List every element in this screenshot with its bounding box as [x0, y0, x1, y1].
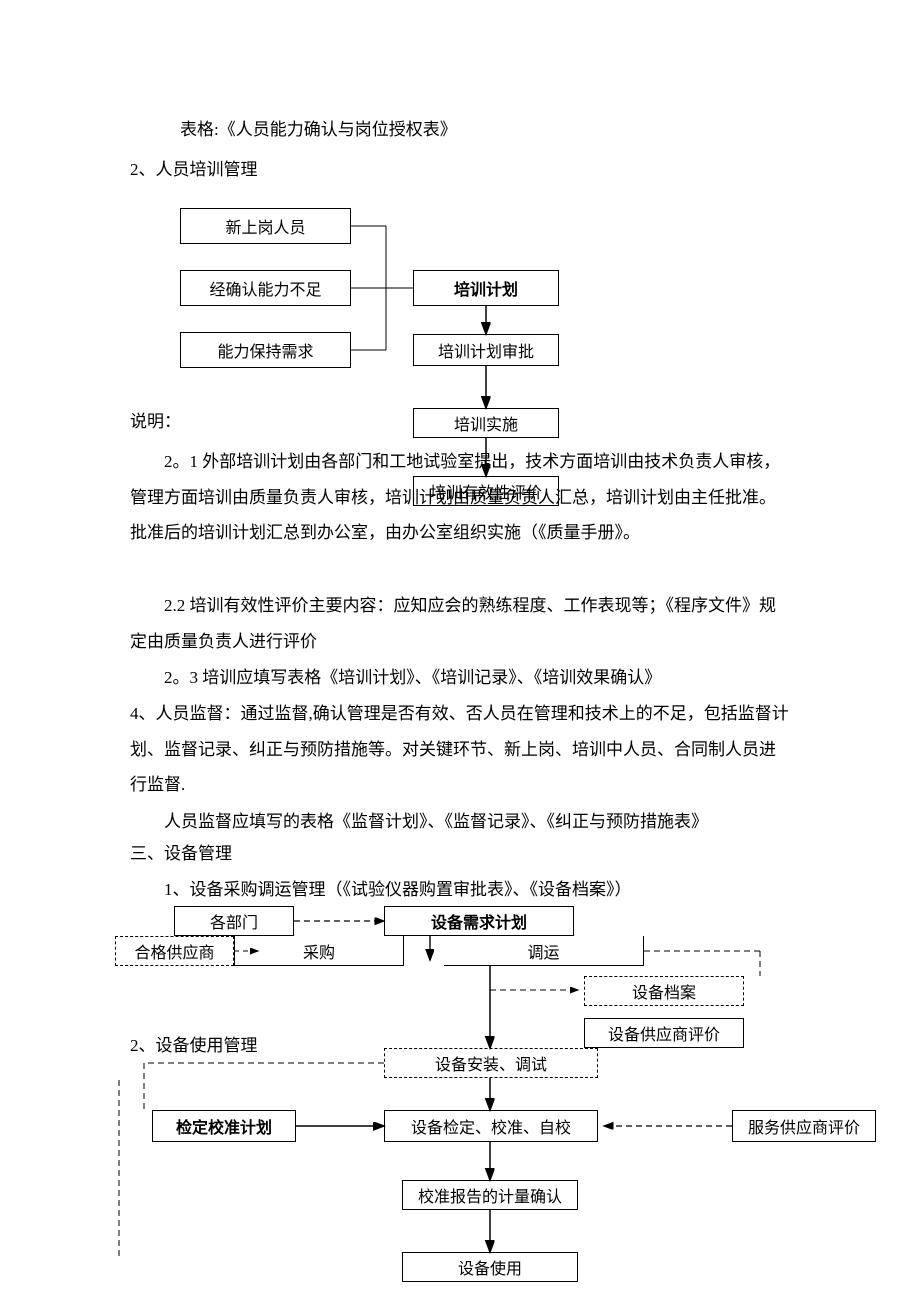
flow2-node-transport: 调运	[444, 936, 644, 966]
para-2-1: 2。1 外部培训计划由各部门和工地试验室提出，技术方面培训由技术负责人审核，管理…	[130, 444, 790, 551]
flow2-node-supplier: 合格供应商	[115, 936, 234, 966]
flow2-node-procure: 采购	[234, 936, 404, 966]
line-form-ref: 表格:《人员能力确认与岗位授权表》	[180, 118, 457, 142]
flow2-node-calibration: 设备检定、校准、自校	[384, 1110, 598, 1142]
flow1-node-insufficient: 经确认能力不足	[180, 270, 351, 306]
flow1-node-approve: 培训计划审批	[413, 334, 559, 366]
para-2-2: 2.2 培训有效性评价主要内容：应知应会的熟练程度、工作表现等；《程序文件》规定…	[130, 588, 790, 659]
para-2-3: 2。3 培训应填写表格《培训计划》、《培训记录》、《培训效果确认》	[130, 660, 790, 696]
flow2-node-calib-confirm: 校准报告的计量确认	[402, 1180, 578, 1210]
flow1-node-implement: 培训实施	[413, 408, 559, 438]
heading-equipment-mgmt: 三、设备管理	[130, 842, 232, 866]
para-supervise-forms: 人员监督应填写的表格《监督计划》、《监督记录》、《纠正与预防措施表》	[130, 804, 790, 840]
flow2-node-demand-plan: 设备需求计划	[384, 906, 574, 936]
flow2-node-equip-file: 设备档案	[584, 976, 744, 1006]
flow2-node-equip-use: 设备使用	[402, 1252, 578, 1282]
flow2-node-supplier-eval: 设备供应商评价	[584, 1018, 744, 1048]
flow1-node-plan: 培训计划	[413, 270, 559, 306]
flow2-node-calib-plan: 检定校准计划	[152, 1110, 296, 1142]
flow2-node-install: 设备安装、调试	[384, 1048, 598, 1078]
heading-training-mgmt: 2、人员培训管理	[130, 158, 258, 182]
flow2-node-service-eval: 服务供应商评价	[732, 1110, 876, 1142]
flow2-node-depts: 各部门	[174, 906, 294, 936]
para-4: 4、人员监督：通过监督,确认管理是否有效、否人员在管理和技术上的不足，包括监督计…	[130, 696, 790, 803]
page: 表格:《人员能力确认与岗位授权表》 2、人员培训管理 新上岗人员 经确认能力不足…	[0, 0, 920, 1302]
heading-equipment-procure: 1、设备采购调运管理（《试验仪器购置审批表》、《设备档案》）	[130, 878, 632, 902]
heading-equipment-use: 2、设备使用管理	[130, 1034, 258, 1058]
label-explain: 说明：	[130, 410, 181, 434]
flow1-node-new-staff: 新上岗人员	[180, 208, 351, 244]
flow1-node-maintain: 能力保持需求	[180, 332, 351, 368]
